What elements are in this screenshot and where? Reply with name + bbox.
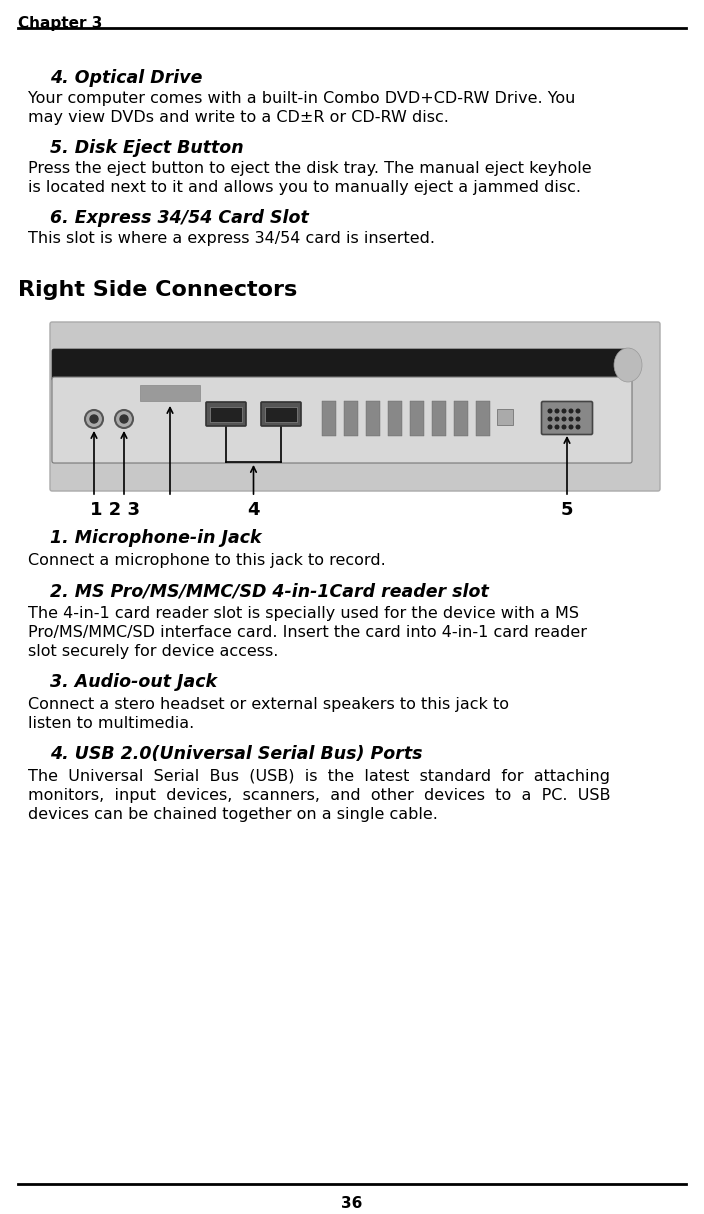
Circle shape xyxy=(562,425,566,429)
Circle shape xyxy=(555,418,559,421)
Text: Press the eject button to eject the disk tray. The manual eject keyhole: Press the eject button to eject the disk… xyxy=(28,161,591,176)
Text: 1. Microphone-in Jack: 1. Microphone-in Jack xyxy=(50,529,261,548)
Text: is located next to it and allows you to manually eject a jammed disc.: is located next to it and allows you to … xyxy=(28,180,581,195)
FancyBboxPatch shape xyxy=(541,402,593,435)
Bar xyxy=(265,407,297,422)
Bar xyxy=(322,401,336,436)
Circle shape xyxy=(548,418,552,421)
Text: This slot is where a express 34/54 card is inserted.: This slot is where a express 34/54 card … xyxy=(28,231,435,246)
Circle shape xyxy=(570,409,573,413)
Circle shape xyxy=(120,415,128,422)
Circle shape xyxy=(90,415,98,422)
FancyBboxPatch shape xyxy=(52,378,632,463)
Bar xyxy=(432,401,446,436)
Bar xyxy=(140,385,200,401)
Text: 5. Disk Eject Button: 5. Disk Eject Button xyxy=(50,138,244,157)
Text: 3. Audio-out Jack: 3. Audio-out Jack xyxy=(50,673,217,691)
Ellipse shape xyxy=(614,348,642,382)
Circle shape xyxy=(548,409,552,413)
Text: Chapter 3: Chapter 3 xyxy=(18,16,102,32)
Text: slot securely for device access.: slot securely for device access. xyxy=(28,643,278,659)
Text: 6. Express 34/54 Card Slot: 6. Express 34/54 Card Slot xyxy=(50,209,309,227)
Bar xyxy=(344,401,358,436)
Text: 4: 4 xyxy=(247,501,260,520)
Text: 4. USB 2.0(Universal Serial Bus) Ports: 4. USB 2.0(Universal Serial Bus) Ports xyxy=(50,745,422,764)
FancyBboxPatch shape xyxy=(50,322,660,490)
Text: listen to multimedia.: listen to multimedia. xyxy=(28,716,194,731)
Text: Connect a stero headset or external speakers to this jack to: Connect a stero headset or external spea… xyxy=(28,697,509,711)
Circle shape xyxy=(115,410,133,429)
Text: 2. MS Pro/MS/MMC/SD 4-in-1Card reader slot: 2. MS Pro/MS/MMC/SD 4-in-1Card reader sl… xyxy=(50,582,489,600)
FancyBboxPatch shape xyxy=(261,402,301,426)
Circle shape xyxy=(576,418,580,421)
Text: monitors,  input  devices,  scanners,  and  other  devices  to  a  PC.  USB: monitors, input devices, scanners, and o… xyxy=(28,788,610,802)
Bar xyxy=(210,407,242,422)
Circle shape xyxy=(570,425,573,429)
Text: Pro/MS/MMC/SD interface card. Insert the card into 4-in-1 card reader: Pro/MS/MMC/SD interface card. Insert the… xyxy=(28,625,587,640)
Text: Connect a microphone to this jack to record.: Connect a microphone to this jack to rec… xyxy=(28,554,386,568)
Circle shape xyxy=(555,425,559,429)
Text: 36: 36 xyxy=(341,1196,363,1212)
Circle shape xyxy=(85,410,103,429)
Text: Your computer comes with a built-in Combo DVD+CD-RW Drive. You: Your computer comes with a built-in Comb… xyxy=(28,91,575,106)
Text: devices can be chained together on a single cable.: devices can be chained together on a sin… xyxy=(28,807,438,822)
Text: The  Universal  Serial  Bus  (USB)  is  the  latest  standard  for  attaching: The Universal Serial Bus (USB) is the la… xyxy=(28,768,610,784)
Text: 5: 5 xyxy=(561,501,573,520)
Circle shape xyxy=(570,418,573,421)
FancyBboxPatch shape xyxy=(206,402,246,426)
FancyBboxPatch shape xyxy=(52,348,632,381)
Circle shape xyxy=(576,409,580,413)
Bar xyxy=(388,401,402,436)
Bar xyxy=(476,401,490,436)
Bar xyxy=(410,401,424,436)
Text: The 4-in-1 card reader slot is specially used for the device with a MS: The 4-in-1 card reader slot is specially… xyxy=(28,606,579,622)
Circle shape xyxy=(576,425,580,429)
Text: may view DVDs and write to a CD±R or CD-RW disc.: may view DVDs and write to a CD±R or CD-… xyxy=(28,110,449,125)
Bar xyxy=(454,401,468,436)
Circle shape xyxy=(562,418,566,421)
Circle shape xyxy=(555,409,559,413)
Text: 1 2 3: 1 2 3 xyxy=(90,501,140,520)
Bar xyxy=(366,401,380,436)
Circle shape xyxy=(548,425,552,429)
Text: Right Side Connectors: Right Side Connectors xyxy=(18,280,297,300)
Circle shape xyxy=(562,409,566,413)
Bar xyxy=(497,409,513,425)
Text: 4. Optical Drive: 4. Optical Drive xyxy=(50,69,202,87)
